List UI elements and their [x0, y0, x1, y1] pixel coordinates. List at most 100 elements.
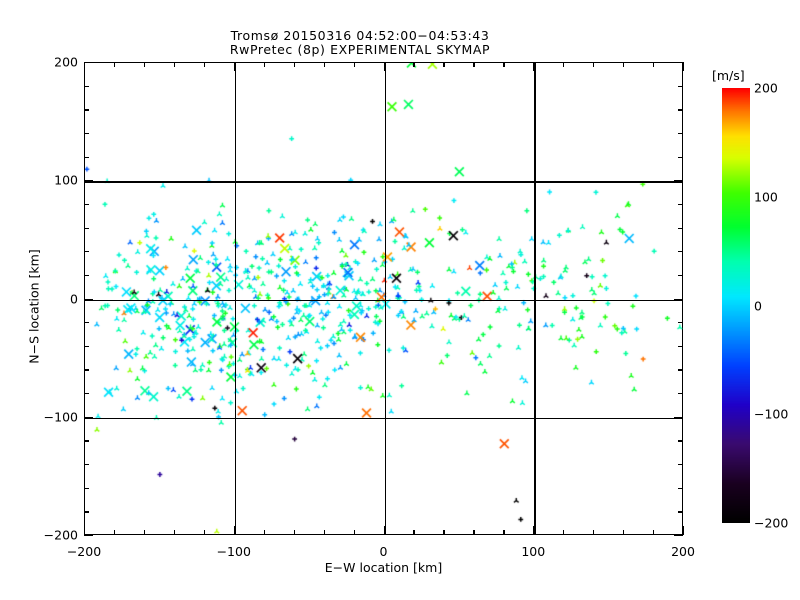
plot-title-line-1: Tromsø 20150316 04:52:00−04:53:43	[230, 28, 490, 43]
colorbar-tick-label: −100	[754, 406, 789, 422]
plot-title-line-2: RwPretec (8p) EXPERIMENTAL SKYMAP	[229, 42, 491, 57]
gridline-horizontal	[85, 299, 682, 301]
gridline-vertical	[234, 63, 237, 534]
axis-tick	[674, 416, 683, 419]
axis-tick	[674, 298, 683, 300]
axis-tick	[84, 298, 93, 300]
axis-tick	[84, 62, 93, 64]
axis-tick	[143, 530, 146, 535]
x-axis-title: E−W location [km]	[324, 560, 443, 575]
axis-tick	[623, 530, 625, 535]
axis-tick	[678, 85, 683, 87]
x-tick-label: 100	[521, 544, 546, 559]
axis-tick	[84, 251, 89, 253]
axis-tick	[84, 369, 89, 371]
axis-tick	[683, 526, 685, 535]
axis-tick	[473, 530, 475, 535]
axis-tick	[678, 203, 683, 206]
gridline-horizontal	[85, 417, 682, 420]
axis-tick	[263, 530, 265, 535]
axis-tick	[113, 62, 116, 67]
axis-tick	[293, 62, 295, 67]
axis-tick	[533, 526, 535, 535]
y-tick-label: 200	[54, 54, 78, 70]
axis-tick	[593, 530, 595, 535]
colorbar-tick-label: −200	[754, 515, 789, 531]
axis-tick	[473, 62, 475, 67]
y-tick-label: −200	[43, 527, 78, 543]
axis-tick	[84, 62, 86, 71]
axis-tick	[84, 487, 89, 489]
axis-tick	[173, 530, 176, 535]
axis-tick	[143, 62, 146, 67]
axis-tick	[84, 227, 89, 229]
x-tick-label: −100	[216, 544, 251, 559]
colorbar	[722, 88, 750, 523]
axis-tick	[84, 526, 86, 535]
axis-tick	[323, 530, 325, 535]
axis-tick	[653, 530, 655, 535]
axis-tick	[653, 62, 655, 67]
axis-tick	[84, 416, 93, 419]
axis-tick	[383, 526, 385, 535]
colorbar-gradient	[722, 88, 750, 523]
axis-tick	[503, 530, 505, 535]
colorbar-tick-label: 100	[754, 189, 778, 205]
axis-tick	[678, 227, 683, 229]
axis-tick	[678, 393, 683, 395]
axis-tick	[678, 322, 683, 324]
x-tick-label: 200	[671, 544, 695, 559]
axis-tick	[84, 393, 89, 395]
axis-tick	[678, 369, 683, 371]
axis-tick	[113, 530, 116, 535]
axis-tick	[503, 62, 505, 67]
axis-tick	[293, 530, 295, 535]
axis-tick	[84, 345, 89, 348]
axis-tick	[84, 85, 89, 87]
axis-tick	[84, 180, 93, 182]
axis-tick	[533, 62, 535, 71]
y-axis-title: N−S location [km]	[26, 249, 42, 364]
axis-tick	[623, 62, 625, 67]
axis-tick	[413, 530, 415, 535]
axis-tick	[84, 440, 89, 442]
axis-tick	[678, 132, 683, 135]
axis-tick	[84, 464, 89, 466]
axis-tick	[353, 62, 355, 67]
plot-area	[84, 62, 684, 536]
colorbar-tick-label: 200	[754, 80, 778, 96]
gridline-horizontal	[85, 181, 682, 183]
axis-tick	[563, 530, 565, 535]
axis-tick	[84, 132, 89, 135]
axis-tick	[84, 203, 89, 206]
axis-tick	[678, 345, 683, 348]
axis-tick	[353, 530, 355, 535]
axis-tick	[593, 62, 595, 67]
axis-tick	[203, 530, 206, 535]
axis-tick	[674, 62, 683, 64]
axis-tick	[84, 322, 89, 324]
colorbar-unit-label: [m/s]	[712, 68, 745, 83]
axis-tick	[84, 109, 89, 111]
axis-tick	[674, 535, 683, 537]
axis-tick	[203, 62, 206, 67]
x-tick-label: −200	[66, 544, 102, 559]
axis-tick	[678, 440, 683, 442]
axis-tick	[678, 251, 683, 253]
colorbar-tick-label: 0	[754, 298, 762, 313]
axis-tick	[84, 156, 89, 158]
axis-tick	[443, 62, 445, 67]
gridline-vertical	[384, 63, 386, 534]
axis-tick	[678, 109, 683, 111]
axis-tick	[413, 62, 415, 67]
axis-tick	[84, 274, 89, 277]
axis-tick	[683, 62, 685, 71]
axis-tick	[563, 62, 565, 67]
axis-tick	[173, 62, 176, 67]
axis-tick	[678, 156, 683, 158]
axis-tick	[233, 62, 236, 71]
axis-tick	[674, 180, 683, 182]
axis-tick	[678, 487, 683, 489]
axis-tick	[323, 62, 325, 67]
